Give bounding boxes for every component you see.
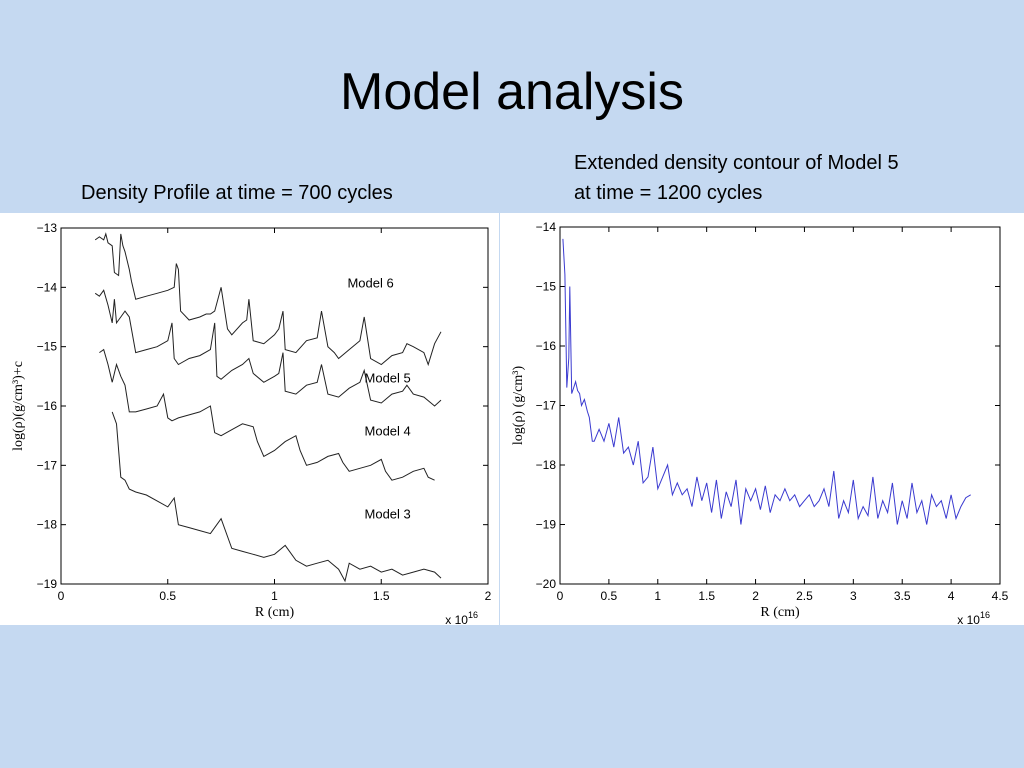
right-chart-panel: 0 0.5 1 1.5 2 2.5 3 3.5 4 4.5 −14 −15 −16 −17 −18 −19 −2… bbox=[500, 213, 1024, 627]
x-axis-multiplier: x 1016 bbox=[445, 610, 478, 625]
y-tick-label: −18 bbox=[536, 458, 557, 472]
y-tick-label: −19 bbox=[37, 577, 58, 591]
y-tick-label: −15 bbox=[37, 340, 58, 354]
x-tick-label: 4 bbox=[948, 589, 955, 603]
y-tick-label: −20 bbox=[536, 577, 557, 591]
density-profile-chart: 0 0.5 1 1.5 2 −13 −14 −15 −16 −17 −18 −19 Model 6 Mod… bbox=[11, 221, 492, 627]
x-tick-label: 0.5 bbox=[159, 589, 176, 603]
plot-frame bbox=[559, 226, 1001, 585]
x-tick-label: 3.5 bbox=[894, 589, 911, 603]
series-line-4 bbox=[111, 411, 442, 583]
x-tick-label: 1 bbox=[654, 589, 661, 603]
series-line-1 bbox=[562, 238, 971, 525]
x-tick-label: 0.5 bbox=[601, 589, 618, 603]
slide-title: Model analysis bbox=[340, 63, 684, 121]
y-axis-label: log(ρ) (g/cm³) bbox=[511, 366, 526, 446]
x-tick-label: 1 bbox=[271, 589, 278, 603]
x-tick-label: 1.5 bbox=[373, 589, 390, 603]
y-tick-label: −15 bbox=[536, 280, 557, 294]
y-tick-label: −14 bbox=[536, 220, 557, 234]
left-chart-caption: Density Profile at time = 700 cycles bbox=[81, 182, 393, 204]
x-tick-label: 2 bbox=[752, 589, 759, 603]
x-axis-label: R (cm) bbox=[760, 605, 800, 620]
y-tick-label: −17 bbox=[37, 458, 58, 472]
x-axis-multiplier: x 1016 bbox=[957, 610, 990, 625]
y-axis-label: log(ρ)(g/cm³)+c bbox=[11, 361, 26, 451]
y-tick-label: −17 bbox=[536, 399, 557, 413]
series-annotation: Model 6 bbox=[347, 275, 393, 290]
series-line-2 bbox=[94, 289, 442, 407]
x-axis-label: R (cm) bbox=[255, 605, 295, 620]
y-tick-label: −14 bbox=[37, 280, 58, 294]
y-tick-label: −16 bbox=[37, 399, 58, 413]
y-tick-label: −16 bbox=[536, 339, 557, 353]
x-tick-label: 2 bbox=[485, 589, 492, 603]
plot-frame bbox=[60, 227, 489, 585]
series-annotation: Model 3 bbox=[365, 507, 411, 522]
right-chart-caption-line2: at time = 1200 cycles bbox=[574, 182, 763, 204]
y-tick-label: −18 bbox=[37, 518, 58, 532]
x-tick-label: 2.5 bbox=[796, 589, 813, 603]
series-annotation: Model 5 bbox=[365, 370, 411, 385]
x-tick-label: 0 bbox=[557, 589, 564, 603]
series-line-3 bbox=[99, 348, 435, 481]
y-tick-label: −13 bbox=[37, 221, 58, 235]
right-chart-caption-line1: Extended density contour of Model 5 bbox=[574, 152, 899, 174]
left-chart-panel: 0 0.5 1 1.5 2 −13 −14 −15 −16 −17 −18 −19 Model 6 Mod… bbox=[0, 213, 499, 627]
series-line-1 bbox=[94, 232, 442, 367]
x-tick-label: 3 bbox=[850, 589, 857, 603]
x-tick-label: 4.5 bbox=[992, 589, 1009, 603]
x-tick-label: 1.5 bbox=[698, 589, 715, 603]
y-tick-label: −19 bbox=[536, 518, 557, 532]
series-annotation: Model 4 bbox=[365, 424, 411, 439]
x-tick-label: 0 bbox=[58, 589, 65, 603]
extended-density-chart: 0 0.5 1 1.5 2 2.5 3 3.5 4 4.5 −14 −15 −16 −17 −18 −19 −2… bbox=[511, 220, 1009, 627]
